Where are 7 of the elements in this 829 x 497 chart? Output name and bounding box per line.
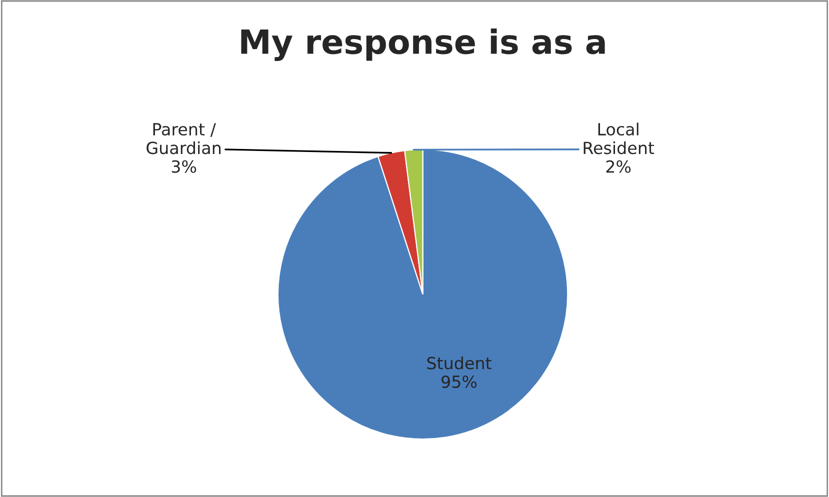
data-label: 95% [442,375,477,388]
data-label: 3% [172,160,196,173]
slice-label: Parent / Guardian [146,123,221,154]
slice-label: Local Resident [584,122,654,154]
slice-label: Student [427,356,492,370]
chart-title: My response is as a [241,28,605,61]
data-label: 2% [606,160,631,173]
